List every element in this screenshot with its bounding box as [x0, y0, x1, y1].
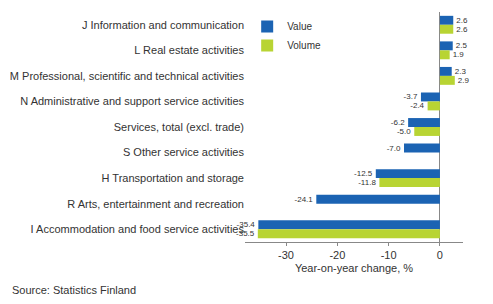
- svg-text:Volume: Volume: [287, 40, 321, 51]
- svg-text:I Accommodation and food servi: I Accommodation and food service activit…: [31, 223, 245, 235]
- svg-text:-5.0: -5.0: [397, 127, 411, 136]
- svg-text:Source: Statistics Finland: Source: Statistics Finland: [12, 284, 136, 296]
- svg-text:2.6: 2.6: [456, 25, 468, 34]
- svg-text:-35.4: -35.4: [237, 220, 256, 229]
- svg-text:S Other service activities: S Other service activities: [123, 146, 245, 158]
- svg-text:Year-on-year change, %: Year-on-year change, %: [295, 262, 413, 274]
- svg-text:-12.5: -12.5: [354, 169, 373, 178]
- svg-text:2.9: 2.9: [458, 76, 470, 85]
- svg-text:2.3: 2.3: [455, 67, 467, 76]
- svg-text:Services, total (excl. trade): Services, total (excl. trade): [114, 121, 244, 133]
- svg-text:1.9: 1.9: [453, 50, 465, 59]
- svg-text:2.6: 2.6: [456, 16, 468, 25]
- svg-text:N Administrative and support s: N Administrative and support service act…: [20, 95, 244, 107]
- svg-text:-2.4: -2.4: [410, 101, 424, 110]
- svg-text:-20: -20: [329, 249, 345, 261]
- svg-text:-10: -10: [381, 249, 397, 261]
- svg-text:J Information and communicatio: J Information and communication: [82, 19, 244, 31]
- svg-text:M Professional, scientific and: M Professional, scientific and technical…: [10, 70, 245, 82]
- svg-text:-35.5: -35.5: [236, 229, 255, 238]
- svg-text:H Transportation and storage: H Transportation and storage: [102, 172, 244, 184]
- svg-text:L Real estate activities: L Real estate activities: [134, 44, 244, 56]
- svg-text:2.5: 2.5: [456, 41, 468, 50]
- svg-text:-24.1: -24.1: [295, 195, 314, 204]
- svg-text:R Arts, entertainment and recr: R Arts, entertainment and recreation: [67, 198, 244, 210]
- svg-text:-6.2: -6.2: [391, 118, 405, 127]
- svg-text:Value: Value: [287, 21, 312, 32]
- svg-text:0: 0: [437, 249, 443, 261]
- svg-text:-11.8: -11.8: [358, 178, 376, 187]
- svg-text:-7.0: -7.0: [387, 144, 401, 153]
- svg-text:-30: -30: [278, 249, 294, 261]
- svg-text:-3.7: -3.7: [404, 92, 418, 101]
